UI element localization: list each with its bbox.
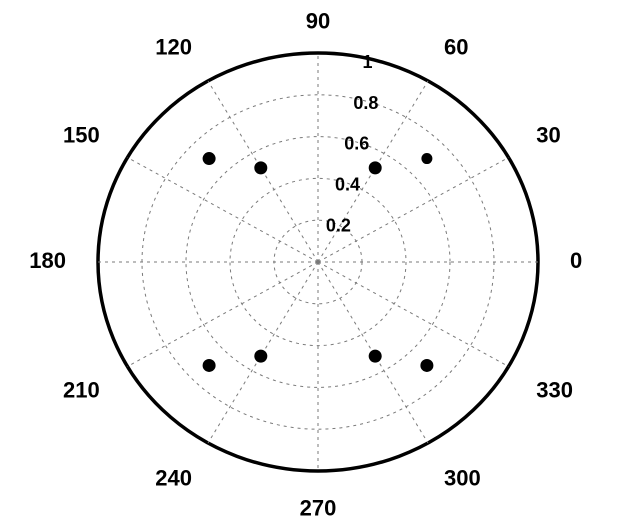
radial-label: 0.4: [335, 175, 360, 195]
angle-label: 180: [29, 248, 66, 273]
spoke: [127, 158, 318, 263]
radial-label: 1: [362, 52, 372, 72]
radial-labels: 0.2 0.4 0.6 0.8 1: [326, 52, 378, 236]
polar-chart: 0306090120150180210240270300330 0.20.40.…: [0, 0, 637, 525]
angle-label: 330: [536, 378, 573, 403]
angle-label: 30: [536, 122, 560, 147]
angle-label: 60: [444, 35, 468, 60]
data-point: [254, 350, 267, 363]
radial-label: 0.8: [353, 93, 378, 113]
angle-label: 270: [300, 495, 337, 520]
data-point: [254, 161, 267, 174]
angle-label: 120: [155, 35, 192, 60]
data-point: [420, 359, 433, 372]
angle-label: 300: [444, 465, 481, 490]
radial-spokes: [98, 53, 538, 471]
data-point: [421, 153, 432, 164]
angle-label: 90: [306, 9, 330, 34]
radial-label: 0.2: [326, 215, 351, 235]
data-point: [369, 161, 382, 174]
angle-label: 240: [155, 465, 192, 490]
spoke: [318, 158, 509, 263]
angle-labels: 0 30 60 90 120 150 180 210 240 270 300 330: [29, 9, 582, 521]
angle-label: 210: [63, 378, 100, 403]
angle-label: 0: [570, 248, 582, 273]
radial-label: 0.6: [344, 134, 369, 154]
data-point: [203, 359, 216, 372]
spoke: [318, 262, 509, 367]
data-point: [369, 350, 382, 363]
data-point: [203, 152, 216, 165]
angle-label: 150: [63, 122, 100, 147]
spoke: [127, 262, 318, 367]
